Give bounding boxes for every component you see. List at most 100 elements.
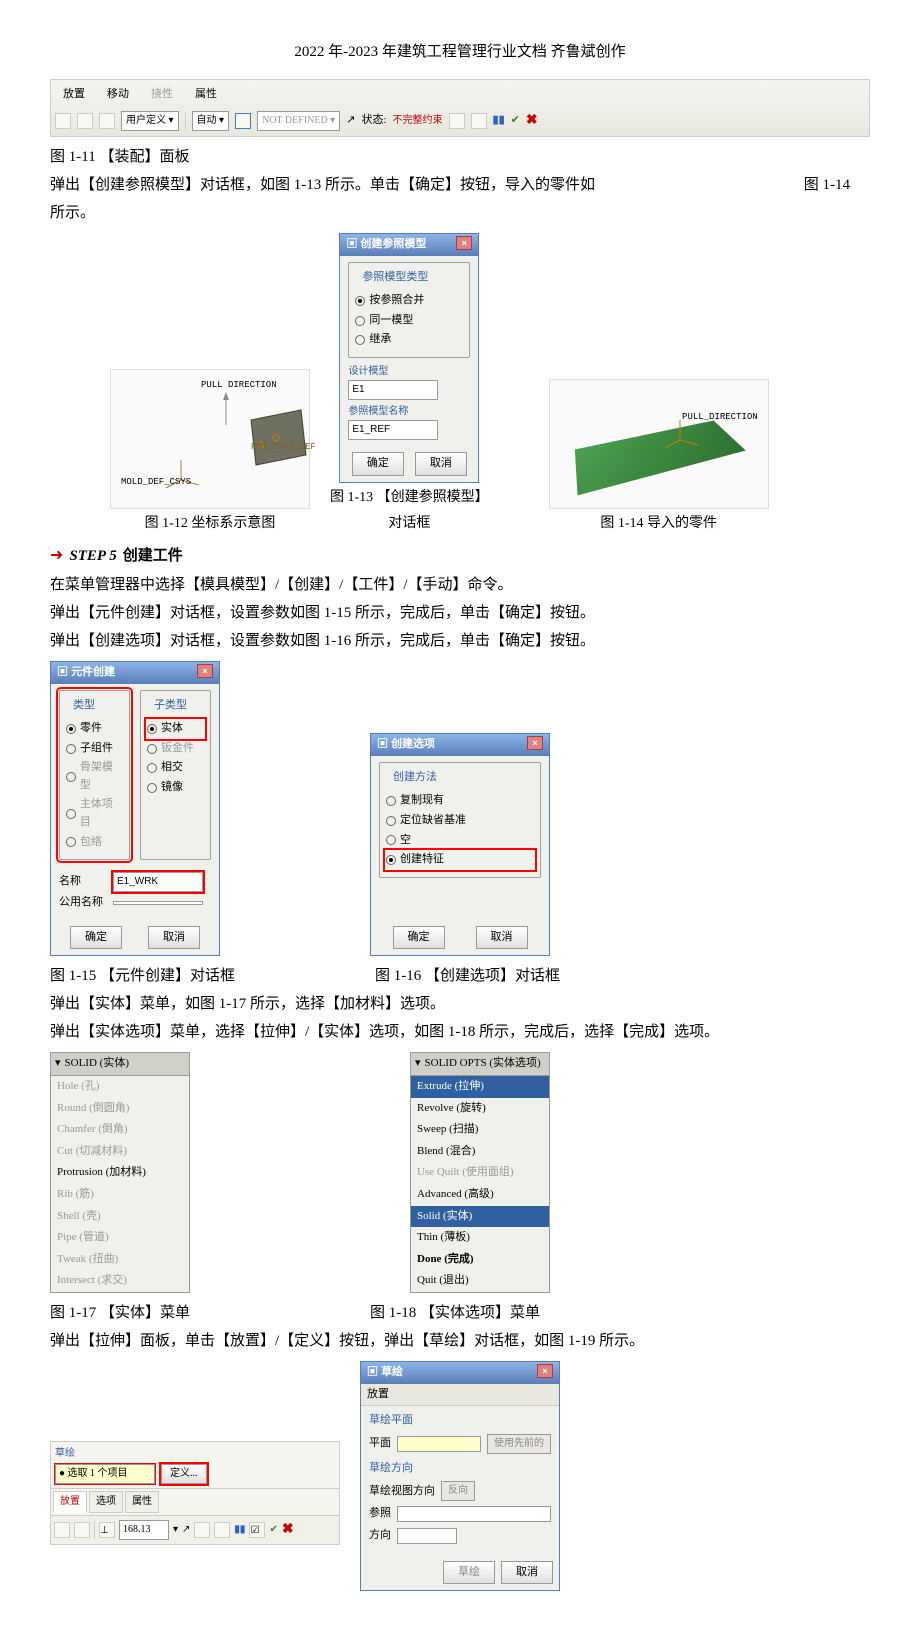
menu-item[interactable]: Revolve (旋转) (411, 1098, 549, 1120)
caption-1-15: 图 1-15 【元件创建】对话框 (50, 964, 235, 988)
cut-icon[interactable] (194, 1522, 210, 1538)
close-icon[interactable]: × (456, 236, 472, 250)
step5-para1: 在菜单管理器中选择【模具模型】/【创建】/【工件】/【手动】命令。 (50, 573, 870, 597)
menu-item[interactable]: Pipe (管道) (51, 1227, 189, 1249)
tab-place[interactable]: 放置 (53, 1491, 87, 1513)
tab-opts[interactable]: 选项 (89, 1491, 123, 1513)
define-button[interactable]: 定义... (161, 1464, 207, 1484)
ok-button[interactable]: 确定 (352, 452, 404, 476)
dropdown-userdef[interactable]: 用户定义 ▾ (121, 111, 179, 131)
ref-name-input[interactable]: E1_REF (348, 420, 438, 440)
pause-icon[interactable]: ▮▮ (493, 112, 505, 130)
pause-icon[interactable]: ▮▮ (234, 1522, 245, 1538)
ok-button[interactable]: 确定 (70, 926, 122, 950)
menu-item[interactable]: Thin (薄板) (411, 1227, 549, 1249)
surface-icon[interactable] (74, 1522, 90, 1538)
flip-icon[interactable]: ↗ (182, 1522, 190, 1538)
menu-item-done[interactable]: Done (完成) (411, 1249, 549, 1271)
menu-item[interactable]: Quit (退出) (411, 1270, 549, 1292)
caption-1-18: 图 1-18 【实体选项】菜单 (370, 1301, 540, 1325)
menu-item[interactable]: Tweak (扭曲) (51, 1249, 189, 1271)
cancel-button[interactable]: 取消 (148, 926, 200, 950)
caption-1-16: 图 1-16 【创建选项】对话框 (375, 964, 560, 988)
tab-place[interactable]: 放置 (361, 1384, 559, 1407)
tab-props[interactable]: 属性 (187, 84, 225, 106)
cancel-button[interactable]: 取消 (476, 926, 528, 950)
dropdown-auto[interactable]: 自动 ▾ (192, 111, 230, 131)
dir-input[interactable] (397, 1528, 457, 1544)
icon-win2[interactable] (471, 113, 487, 129)
menu-item[interactable]: Shell (壳) (51, 1206, 189, 1228)
radio-copy[interactable] (386, 796, 396, 806)
radio-solid[interactable] (147, 724, 157, 734)
menu-item[interactable]: Rib (筋) (51, 1184, 189, 1206)
cancel-button[interactable]: 取消 (501, 1561, 553, 1585)
radio-mirror[interactable] (147, 783, 157, 793)
dropdown-notdef[interactable]: NOT DEFINED ▾ (257, 111, 340, 131)
caption-1-11: 图 1-11 【装配】面板 (50, 145, 870, 169)
radio-same[interactable] (355, 316, 365, 326)
radio-part[interactable] (66, 724, 76, 734)
menu-item[interactable]: Advanced (高级) (411, 1184, 549, 1206)
extrude-panel: 草绘 ● 选取 1 个项目 定义... 放置 选项 属性 ⊥ 168.13 ▾ … (50, 1441, 340, 1545)
menu-item[interactable]: Blend (混合) (411, 1141, 549, 1163)
thin-icon[interactable] (214, 1522, 230, 1538)
ok-button[interactable]: 确定 (393, 926, 445, 950)
design-model-input[interactable]: E1 (348, 380, 438, 400)
close-icon[interactable]: ✖ (526, 110, 538, 132)
close-icon[interactable]: × (527, 736, 543, 750)
status-label: 状态: (361, 112, 386, 130)
close-icon[interactable]: × (537, 1364, 553, 1378)
tab-move[interactable]: 移动 (99, 84, 137, 106)
menu-item[interactable]: Intersect (求交) (51, 1270, 189, 1292)
check-icon[interactable]: ✔ (269, 1522, 277, 1538)
depth-input[interactable]: 168.13 (119, 1520, 169, 1540)
menu-item[interactable]: Hole (孔) (51, 1076, 189, 1098)
menu-item[interactable]: Round (倒圆角) (51, 1098, 189, 1120)
menu-solid: ▾SOLID (实体) Hole (孔) Round (倒圆角) Chamfer… (50, 1052, 190, 1293)
radio-empty[interactable] (386, 835, 396, 845)
menu-item[interactable]: Chamfer (倒角) (51, 1119, 189, 1141)
caption-1-14: 图 1-14 导入的零件 (600, 513, 717, 535)
check-icon[interactable]: ✔ (511, 112, 520, 130)
icon-1[interactable] (55, 113, 71, 129)
close-icon[interactable]: × (197, 664, 213, 678)
step5-para2: 弹出【元件创建】对话框，设置参数如图 1-15 所示，完成后，单击【确定】按钮。 (50, 601, 870, 625)
icon-ref[interactable] (235, 113, 251, 129)
solid-icon[interactable] (54, 1522, 70, 1538)
cancel-button[interactable]: 取消 (415, 452, 467, 476)
name-input[interactable]: E1_WRK (113, 872, 203, 892)
menu-item-solid[interactable]: Solid (实体) (411, 1206, 549, 1228)
menu-item[interactable]: Cut (切减材料) (51, 1141, 189, 1163)
radio-sub[interactable] (66, 744, 76, 754)
select-input[interactable]: ● 选取 1 个项目 (55, 1464, 155, 1484)
step-title: 创建工件 (123, 544, 183, 568)
close-icon[interactable]: ✖ (282, 1519, 294, 1541)
sketch-button[interactable]: 草绘 (443, 1561, 495, 1585)
radio-inherit[interactable] (355, 335, 365, 345)
ref-input[interactable] (397, 1506, 551, 1522)
plane-input[interactable] (397, 1436, 481, 1452)
common-input[interactable] (113, 901, 203, 905)
menu-solid-opts: ▾SOLID OPTS (实体选项) Extrude (拉伸) Revolve … (410, 1052, 550, 1293)
radio-feature[interactable] (386, 855, 396, 865)
radio-intersect[interactable] (147, 763, 157, 773)
icon-2[interactable] (77, 113, 93, 129)
tab-props[interactable]: 属性 (125, 1491, 159, 1513)
tab-place[interactable]: 放置 (55, 84, 93, 106)
menu-item-extrude[interactable]: Extrude (拉伸) (411, 1076, 549, 1098)
menu-item-protrusion[interactable]: Protrusion (加材料) (51, 1162, 189, 1184)
icon-win1[interactable] (449, 113, 465, 129)
radio-locate[interactable] (386, 816, 396, 826)
menu-item[interactable]: Sweep (扫描) (411, 1119, 549, 1141)
depth-icon[interactable]: ⊥ (99, 1522, 115, 1538)
preview-icon[interactable]: ☑ (249, 1522, 265, 1538)
icon-3[interactable] (99, 113, 115, 129)
use-prev-button[interactable]: 使用先前的 (487, 1434, 551, 1454)
caption-1-13b: 对话框 (388, 513, 430, 535)
radio-merge[interactable] (355, 296, 365, 306)
flip-icon[interactable]: ↗ (346, 112, 355, 130)
menu-item[interactable]: Use Quilt (使用面组) (411, 1162, 549, 1184)
reverse-button[interactable]: 反向 (441, 1481, 475, 1501)
caption-1-13a: 图 1-13 【创建参照模型】 (330, 487, 489, 509)
